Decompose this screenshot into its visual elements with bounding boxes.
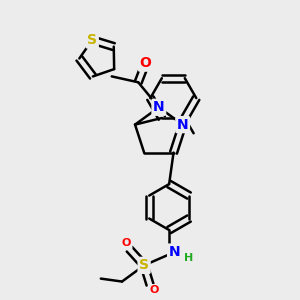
Text: O: O (140, 56, 152, 70)
Text: H: H (184, 253, 193, 263)
Text: N: N (177, 118, 188, 132)
Text: N: N (169, 245, 180, 259)
Text: N: N (153, 100, 165, 114)
Text: S: S (87, 33, 97, 47)
Text: O: O (122, 238, 131, 248)
Text: S: S (139, 258, 149, 272)
Text: O: O (150, 285, 159, 296)
